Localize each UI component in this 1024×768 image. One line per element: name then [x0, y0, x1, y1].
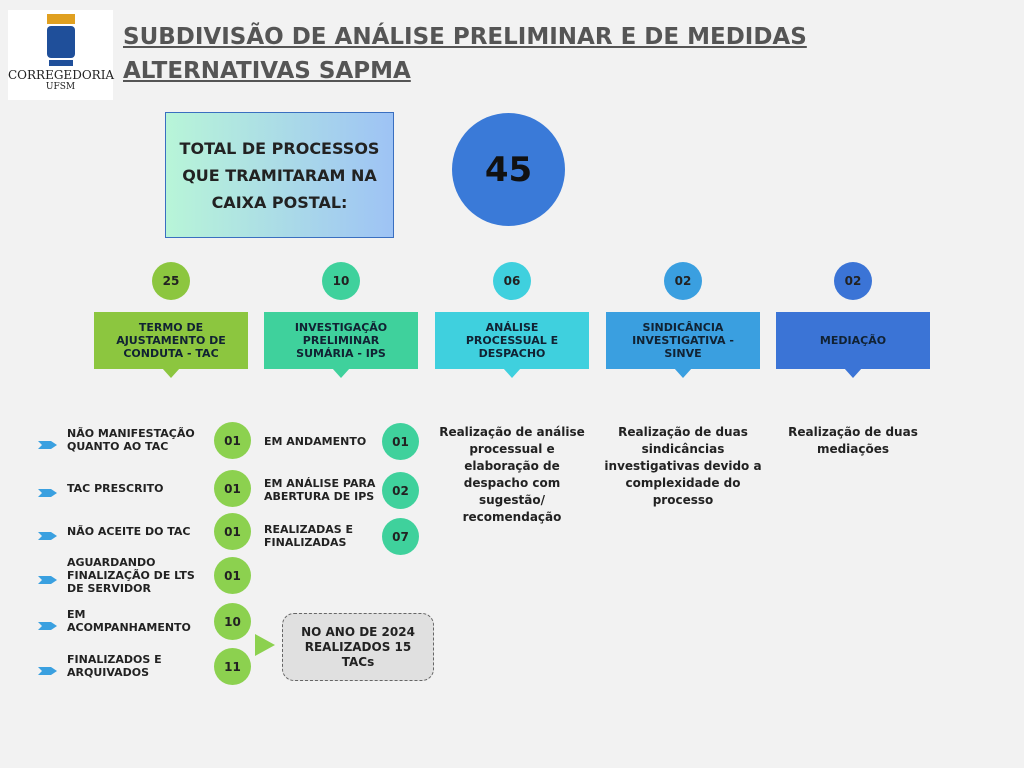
bullet-arrow: [38, 435, 58, 449]
category-count: 02: [664, 262, 702, 300]
tac-item-count: 11: [214, 648, 251, 685]
tac-item-label: TAC PRESCRITO: [67, 481, 164, 495]
logo: CORREGEDORIA UFSM: [8, 10, 115, 100]
ips-item-count: 07: [382, 518, 419, 555]
category-label: INVESTIGAÇÃO PRELIMINAR SUMÁRIA - IPS: [264, 312, 418, 369]
title: SUBDIVISÃO DE ANÁLISE PRELIMINAR E DE ME…: [123, 24, 807, 84]
note-arrow: [255, 634, 275, 656]
bullet-arrow: [38, 526, 58, 540]
category-count: 06: [493, 262, 531, 300]
ips-item-label: REALIZADAS E FINALIZADAS: [264, 523, 353, 549]
category-pointer: [844, 368, 862, 378]
category-label: SINDICÂNCIA INVESTIGATIVA - SINVE: [606, 312, 760, 369]
tac-item-count: 01: [214, 513, 251, 550]
total-label: TOTAL DE PROCESSOS QUE TRAMITARAM NA CAI…: [165, 112, 394, 238]
bullet-arrow: [38, 661, 58, 675]
tac-item-label: NÃO ACEITE DO TAC: [67, 524, 191, 538]
category-description: Realização de duas sindicâncias investig…: [604, 425, 762, 507]
category-pointer: [162, 368, 180, 378]
category-pointer: [674, 368, 692, 378]
total-value: 45: [452, 113, 565, 226]
tac-item-label: NÃO MANIFESTAÇÃO QUANTO AO TAC: [67, 427, 195, 453]
category-label: ANÁLISE PROCESSUAL E DESPACHO: [435, 312, 589, 369]
ips-item-count: 02: [382, 472, 419, 509]
bullet-arrow: [38, 616, 58, 630]
tac-item-count: 10: [214, 603, 251, 640]
logo-name: CORREGEDORIA: [8, 68, 115, 82]
category-label: TERMO DE AJUSTAMENTO DE CONDUTA - TAC: [94, 312, 248, 369]
tac-item-label: AGUARDANDO FINALIZAÇÃO DE LTS DE SERVIDO…: [67, 555, 195, 595]
bullet-arrow: [38, 570, 58, 584]
category-count: 25: [152, 262, 190, 300]
note: NO ANO DE 2024 REALIZADOS 15 TACs: [282, 613, 434, 681]
bullet-arrow: [38, 483, 58, 497]
tac-item-label: EM ACOMPANHAMENTO: [67, 608, 191, 634]
tac-item-label: FINALIZADOS E ARQUIVADOS: [67, 653, 162, 679]
category-pointer: [332, 368, 350, 378]
logo-crest: [46, 14, 75, 66]
category-description: Realização de análise processual e elabo…: [439, 425, 585, 524]
category-description: Realização de duas mediações: [788, 425, 918, 456]
logo-sub: UFSM: [45, 82, 76, 92]
tac-item-count: 01: [214, 470, 251, 507]
ips-item-count: 01: [382, 423, 419, 460]
tac-item-count: 01: [214, 422, 251, 459]
category-label: MEDIAÇÃO: [776, 312, 930, 369]
category-count: 02: [834, 262, 872, 300]
category-count: 10: [322, 262, 360, 300]
tac-item-count: 01: [214, 557, 251, 594]
ips-item-label: EM ANDAMENTO: [264, 434, 367, 448]
ips-item-label: EM ANÁLISE PARA ABERTURA DE IPS: [264, 477, 376, 503]
category-pointer: [503, 368, 521, 378]
